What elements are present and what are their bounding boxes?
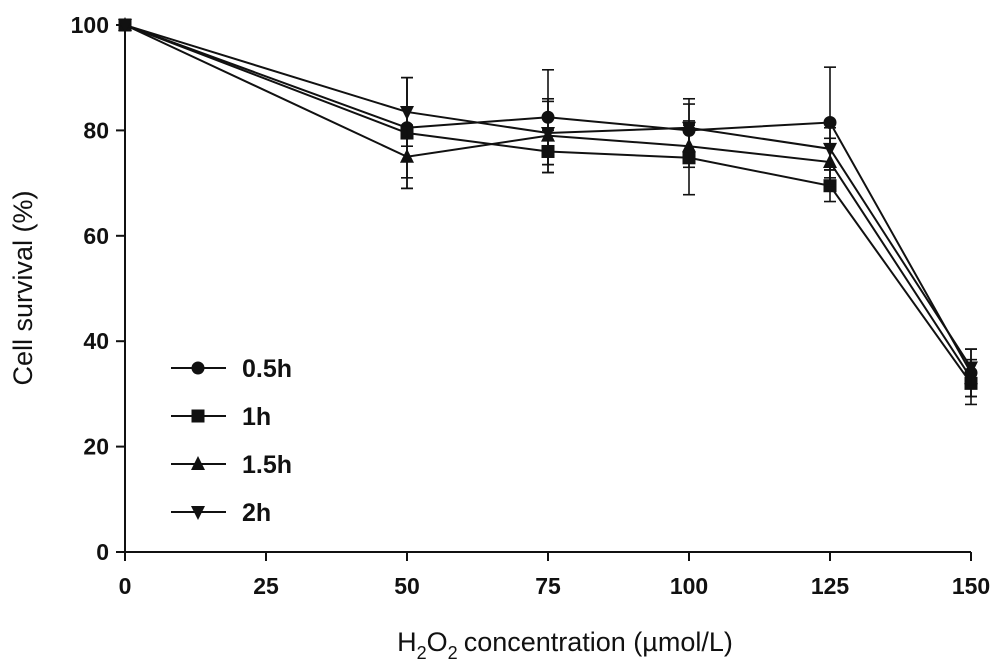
x-axis-title-rest: concentration (µmol/L) — [464, 627, 733, 657]
data-point — [964, 361, 978, 376]
x-tick-label: 100 — [670, 573, 708, 599]
x-ticks: 0 25 50 75 100 125 150 — [119, 552, 990, 599]
legend-marker — [191, 506, 205, 520]
legend-label: 1h — [242, 403, 271, 431]
x-axis-title-sub-1: 2 — [417, 643, 427, 663]
data-point — [823, 115, 837, 129]
y-tick-label: 100 — [71, 12, 109, 38]
x-tick-label: 150 — [952, 573, 990, 599]
data-point — [400, 148, 414, 163]
y-axis-title: Cell survival (%) — [8, 190, 38, 385]
y-tick-label: 20 — [83, 434, 109, 460]
legend-marker — [191, 456, 205, 470]
legend: 0.5h 1h 1.5h 2h — [171, 355, 292, 527]
series-line — [124, 24, 972, 369]
legend-item: 2h — [171, 499, 271, 527]
legend-label: 0.5h — [242, 355, 292, 383]
data-point — [400, 105, 414, 120]
series-2h — [118, 19, 978, 387]
legend-label: 1.5h — [242, 451, 292, 479]
y-tick-label: 40 — [83, 328, 109, 354]
x-axis-title-o: O — [427, 627, 448, 657]
legend-item: 1.5h — [171, 451, 292, 479]
data-point — [541, 127, 555, 142]
legend-marker — [191, 409, 205, 423]
x-tick-label: 0 — [119, 573, 132, 599]
series-layer — [118, 17, 978, 406]
y-ticks: 0 20 40 60 80 100 — [71, 12, 125, 565]
x-tick-label: 125 — [811, 573, 850, 599]
x-tick-label: 50 — [394, 573, 420, 599]
legend-label: 2h — [242, 499, 271, 527]
legend-item: 0.5h — [171, 355, 292, 383]
y-tick-label: 80 — [83, 117, 109, 143]
x-axis-title-h: H — [397, 627, 417, 657]
series-line — [124, 24, 972, 379]
x-axis-title-sub-2: 2 — [448, 643, 458, 663]
series-line — [124, 24, 972, 374]
legend-item: 1h — [171, 403, 271, 431]
series-0-5h — [118, 18, 978, 398]
y-tick-label: 0 — [96, 539, 109, 565]
series-line — [124, 24, 972, 384]
x-tick-label: 25 — [253, 573, 279, 599]
data-point — [823, 142, 837, 157]
legend-marker — [191, 361, 205, 375]
data-point — [118, 19, 132, 33]
x-tick-label: 75 — [535, 573, 561, 599]
x-axis-title: H2O2 concentration (µmol/L) — [397, 627, 733, 663]
y-tick-label: 60 — [83, 223, 109, 249]
data-point — [682, 121, 696, 136]
